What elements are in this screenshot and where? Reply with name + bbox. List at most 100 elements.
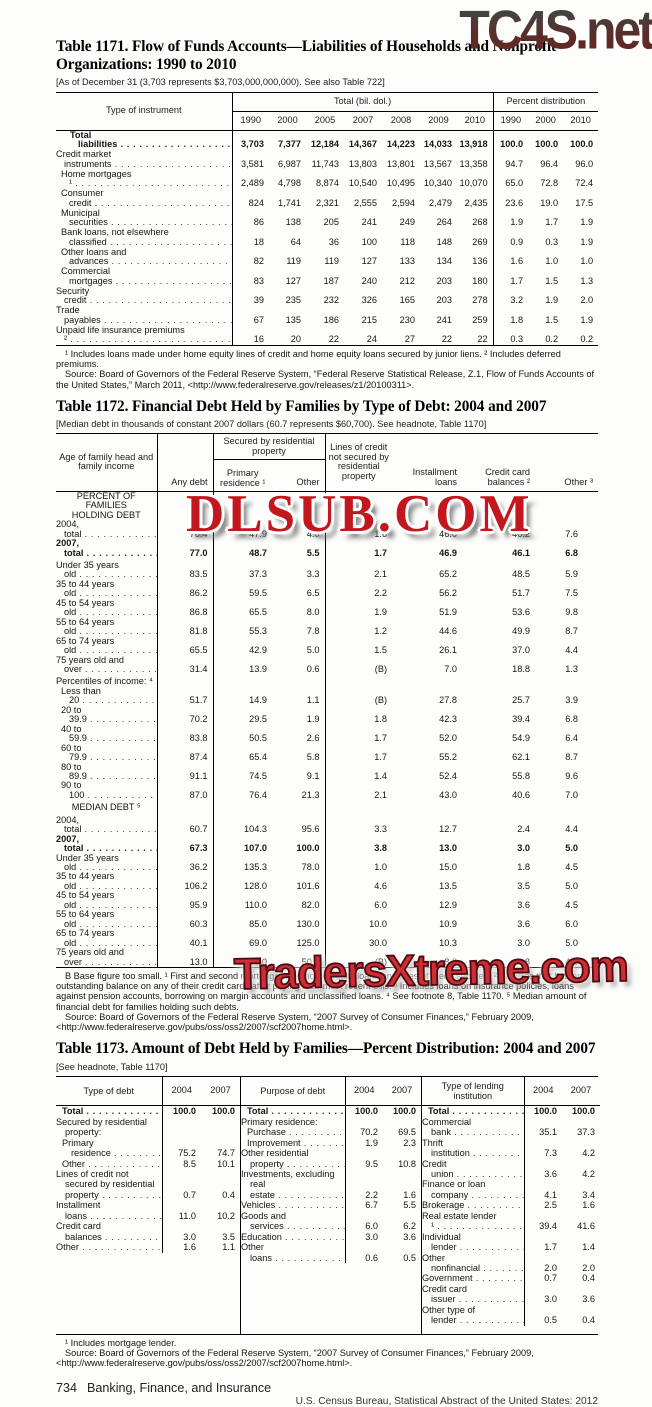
- cell: [345, 1117, 383, 1127]
- cell: 5.8: [272, 743, 326, 763]
- row-label: 75 years old and over: [56, 948, 157, 967]
- cell: 100.0: [355, 1106, 378, 1117]
- year-header: 2009: [420, 111, 457, 131]
- cell: [213, 674, 272, 686]
- row-label-cell: 45 to 54 years old: [56, 891, 158, 911]
- cell: 9.5: [365, 1158, 378, 1169]
- subtable-purpose-of-debt: Purpose of debt 2004 2007 Total 100.0 100.…: [241, 1077, 422, 1334]
- cell: 148: [436, 236, 452, 247]
- cell: 31.4: [157, 655, 214, 675]
- cell: 2.6: [272, 724, 326, 744]
- cell: 1.3: [565, 663, 579, 674]
- cell: 3.0: [365, 1231, 378, 1242]
- cell: [462, 800, 535, 812]
- cell: 40.1: [157, 929, 214, 949]
- row-label-cell: 2007, total: [56, 834, 158, 854]
- table-1172-body: PERCENT OF FAMILIES HOLDING DEBT 2004, to…: [56, 491, 598, 968]
- row-label-cell: 35 to 44 years old: [56, 872, 158, 892]
- cell: 3.0: [183, 1231, 196, 1242]
- cell: 0.7: [183, 1189, 196, 1200]
- cell: 5.0: [565, 843, 579, 854]
- row-label-cell: Other: [56, 1158, 163, 1169]
- cell: 1.9: [545, 295, 559, 306]
- cell: 326: [361, 295, 377, 306]
- cell: 2,479: [429, 197, 452, 208]
- cell: 5.0: [272, 636, 326, 656]
- page-content: Table 1171. Flow of Funds Accounts—Liabi…: [56, 0, 600, 1407]
- row-label: Total liabilities: [56, 131, 232, 151]
- cell: 10.8: [398, 1158, 416, 1169]
- row-label: 35 to 44 years old: [56, 872, 157, 891]
- cell: 10,070: [457, 169, 494, 189]
- cell: 91.1: [157, 762, 214, 782]
- row-label-cell: Credit union: [422, 1158, 525, 1180]
- cell: 1.6: [374, 528, 388, 539]
- row-label: Secured by residential property:: [56, 1116, 147, 1138]
- table-row: 75 years old and over13.0 40.0 50.0 (B) 8.0 0…: [56, 948, 598, 968]
- cell: 59.5: [249, 588, 267, 599]
- row-label: Investments, excluding real estate: [241, 1169, 345, 1200]
- year-header: 1990: [232, 111, 269, 131]
- row-label-cell: 65 to 74 years old: [56, 929, 158, 949]
- table-row: Other 1.6 1.1: [56, 1242, 240, 1253]
- row-label-cell: 2004, total: [56, 520, 158, 540]
- cell: 3.5: [222, 1231, 235, 1242]
- cell: 46.9: [439, 547, 458, 558]
- row-label: Improvement: [241, 1138, 345, 1148]
- row-label-cell: Goods and services: [241, 1210, 346, 1232]
- cell: 37.0: [512, 645, 531, 656]
- row-label-cell: Other loans: [241, 1242, 346, 1264]
- table-row: Thrift institution 7.3 4.2: [422, 1137, 600, 1159]
- cell: 62.1: [512, 752, 531, 763]
- cell: 4.5: [565, 956, 579, 967]
- row-label-cell: Secured by residential property:: [56, 1116, 163, 1138]
- row-label-cell: Improvement: [241, 1137, 346, 1149]
- cell: 269: [457, 228, 494, 248]
- subtable-lending-institution-table: Type of lending institution 2004 2007 To…: [422, 1077, 600, 1326]
- row-label: Total: [422, 1106, 524, 1116]
- cell: 49.9: [512, 626, 531, 637]
- row-label-cell: Municipal securities: [56, 208, 233, 228]
- cell: 4.6: [374, 880, 388, 891]
- row-label: Other loans: [241, 1242, 345, 1263]
- cell: 6.0: [374, 899, 388, 910]
- row-label: Under 35 years old: [56, 854, 157, 873]
- cell: 6.4: [565, 733, 579, 744]
- table-1171: Type of instrument Total (bil. dol.) Per…: [56, 91, 599, 346]
- header-year-row: 1990 2000 2005 2007 2008 2009 2010 1990 …: [56, 111, 599, 131]
- cell: 12.9: [439, 899, 458, 910]
- cell: 13.9: [249, 663, 267, 674]
- row-label-cell: Education: [241, 1231, 346, 1243]
- row-label-cell: Under 35 years old: [56, 853, 158, 873]
- subtable-type-of-debt-table: Type of debt 2004 2007 Total 100.0 100.0 Se…: [56, 1077, 240, 1253]
- cell: 8.0: [272, 598, 326, 618]
- cell: 5.5: [403, 1200, 416, 1211]
- cell: 85.0: [249, 918, 267, 929]
- cell: 10.0: [369, 918, 388, 929]
- row-label: 65 to 74 years old: [56, 929, 157, 948]
- cell: 1.5: [374, 645, 388, 656]
- cell: 119: [286, 256, 301, 267]
- cell: 138: [285, 217, 301, 228]
- cell: 4.4: [565, 824, 579, 835]
- table-row: Percentiles of income: ⁴: [56, 674, 598, 687]
- table-row: Under 35 years old36.2 135.3 78.0 1.0 15.0 1.…: [56, 853, 598, 873]
- table-1171-title: Table 1171. Flow of Funds Accounts—Liabi…: [56, 38, 557, 73]
- row-label-cell: Brokerage: [422, 1200, 525, 1211]
- column-group-total: Total (bil. dol.): [232, 92, 494, 112]
- cell: 42.3: [439, 714, 458, 725]
- cell: 25.7: [512, 695, 531, 706]
- cell: 95.9: [157, 891, 214, 911]
- cell: 55.2: [439, 752, 458, 763]
- header-row: Purpose of debt 2004 2007: [241, 1077, 421, 1107]
- cell: 1.3: [580, 275, 594, 286]
- cell: 21.3: [272, 781, 326, 801]
- table-row: Credit card balances 3.0 3.5: [56, 1221, 240, 1243]
- cell: 5.0: [565, 937, 579, 948]
- cell: 2.0: [582, 1263, 595, 1274]
- cell: 0.7: [544, 1273, 557, 1284]
- row-label-cell: Other nonfinancial: [422, 1252, 525, 1274]
- table-row: Education 3.0 3.6: [241, 1231, 421, 1243]
- table-row: Municipal securities 86 138 205 241 249 264 268…: [56, 208, 598, 228]
- row-label: Lines of credit not secured by residenti…: [56, 1169, 162, 1200]
